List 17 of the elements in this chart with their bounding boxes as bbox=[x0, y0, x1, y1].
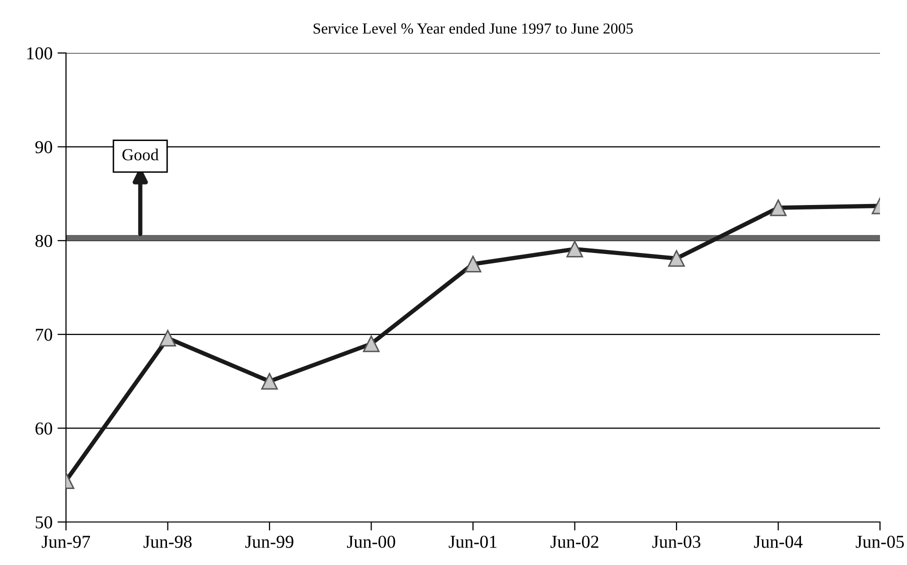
x-tick-label: Jun-98 bbox=[144, 536, 192, 548]
x-tick-label: Jun-02 bbox=[550, 536, 598, 548]
x-tick-label: Jun-03 bbox=[652, 536, 700, 548]
x-tick-label: Jun-97 bbox=[42, 536, 90, 548]
y-tick-label: 90 bbox=[35, 141, 52, 154]
y-tick-label: 60 bbox=[36, 422, 52, 435]
y-tick-label: 80 bbox=[35, 234, 52, 248]
x-tick-label: Jun-05 bbox=[856, 536, 904, 548]
x-tick-label: Jun-04 bbox=[754, 536, 803, 548]
x-tick-label: Jun-99 bbox=[245, 536, 294, 548]
y-tick-label: 50 bbox=[36, 516, 52, 528]
annotation: Good bbox=[122, 148, 159, 160]
chart-title: Service Level % Year ended June 1997 to June 2005 bbox=[314, 22, 633, 34]
x-tick-label: Jun-01 bbox=[448, 536, 496, 548]
y-tick-label: 70 bbox=[36, 328, 52, 341]
y-tick-label: 100 bbox=[27, 47, 52, 60]
x-tick-label: Jun-00 bbox=[347, 536, 396, 548]
